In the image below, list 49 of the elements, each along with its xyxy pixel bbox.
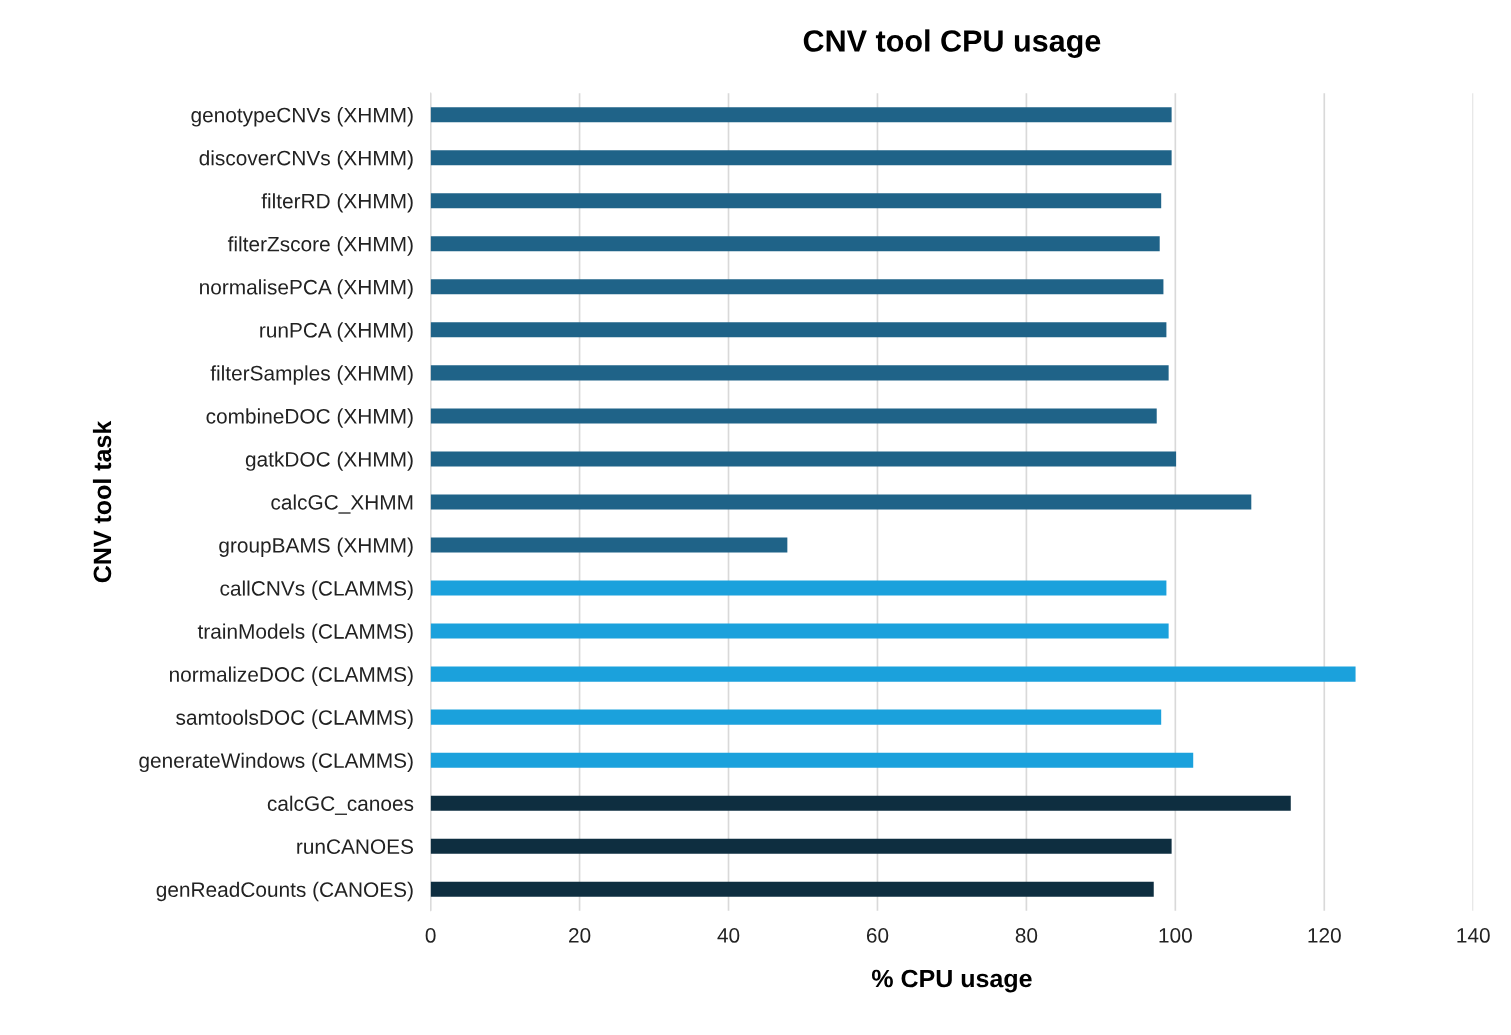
bar (430, 107, 1172, 123)
x-tick-label: 40 (717, 928, 740, 943)
x-axis-title: % CPU usage (871, 969, 1032, 993)
bar (430, 709, 1162, 725)
x-tick-label: 120 (1308, 928, 1341, 943)
bar (430, 322, 1167, 338)
bar (430, 537, 788, 553)
bar (430, 881, 1154, 897)
y-tick-label: gatkDOC (XHMM) (245, 451, 413, 471)
y-tick-label: genReadCounts (CANOES) (156, 881, 413, 902)
y-tick-label: normalizeDOC (CLAMMS) (169, 666, 413, 686)
bar (430, 838, 1172, 854)
x-tick-label: 140 (1457, 928, 1490, 943)
bar (430, 193, 1162, 209)
y-tick-label: calcGC_canoes (267, 795, 414, 815)
bar (430, 150, 1172, 166)
y-tick-label: calcGC_XHMM (271, 494, 413, 514)
y-tick-label: callCNVs (CLAMMS) (220, 580, 413, 600)
bar (430, 580, 1167, 596)
bar (430, 451, 1177, 467)
y-tick-label: runCANOES (297, 839, 414, 854)
x-tick-label: 100 (1159, 928, 1192, 943)
bar (430, 623, 1169, 639)
bar (430, 795, 1291, 811)
y-tick-label: combineDOC (XHMM) (206, 408, 413, 428)
bar (430, 494, 1252, 510)
x-tick-label: 80 (1015, 928, 1038, 943)
bar (430, 279, 1164, 295)
y-tick-label: runPCA (XHMM) (260, 322, 413, 342)
y-tick-label: samtoolsDOC (CLAMMS) (176, 709, 413, 730)
bar (430, 365, 1169, 381)
y-tick-label: genotypeCNVs (XHMM) (191, 107, 413, 127)
bar (430, 408, 1157, 424)
x-tick-label: 0 (425, 928, 436, 943)
bar (430, 236, 1160, 252)
y-tick-label: generateWindows (CLAMMS) (139, 752, 413, 773)
y-tick-label: discoverCNVs (XHMM) (199, 150, 413, 170)
bar (430, 666, 1356, 682)
x-tick-label: 20 (569, 928, 591, 943)
bar (430, 752, 1194, 768)
chart-title: CNV tool CPU usage (803, 29, 1101, 58)
x-tick-label: 60 (866, 928, 889, 943)
y-tick-label: normalisePCA (XHMM) (200, 279, 413, 299)
y-tick-label: filterRD (XHMM) (261, 193, 413, 213)
y-tick-label: trainModels (CLAMMS) (197, 623, 413, 643)
y-axis-title: CNV tool task (92, 420, 112, 583)
y-tick-label: filterSamples (XHMM) (210, 365, 413, 385)
y-tick-label: filterZscore (XHMM) (227, 236, 413, 256)
y-tick-label: groupBAMS (XHMM) (219, 537, 413, 557)
